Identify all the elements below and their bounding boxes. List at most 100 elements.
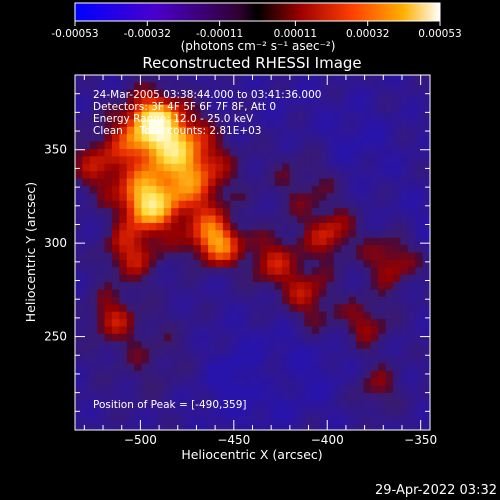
- image-pixel: [178, 415, 187, 424]
- image-pixel: [378, 178, 387, 187]
- image-pixel: [208, 400, 216, 409]
- image-pixel: [222, 148, 231, 157]
- image-pixel: [378, 185, 387, 194]
- image-pixel: [378, 215, 387, 224]
- image-pixel: [119, 193, 128, 202]
- image-pixel: [311, 119, 320, 128]
- image-pixel: [311, 222, 320, 231]
- image-pixel: [75, 148, 83, 157]
- image-pixel: [148, 348, 157, 357]
- image-pixel: [97, 89, 105, 98]
- image-pixel: [356, 378, 364, 387]
- image-pixel: [97, 193, 105, 202]
- image-pixel: [333, 326, 342, 335]
- image-pixel: [148, 289, 157, 298]
- image-pixel: [304, 407, 313, 416]
- image-pixel: [75, 282, 83, 290]
- image-pixel: [333, 185, 342, 194]
- image-pixel: [185, 82, 194, 91]
- image-pixel: [193, 82, 202, 91]
- image-pixel: [267, 415, 276, 424]
- image-pixel: [119, 289, 128, 298]
- image-pixel: [333, 222, 342, 231]
- image-pixel: [185, 252, 194, 261]
- image-pixel: [356, 215, 364, 224]
- image-pixel: [193, 289, 202, 298]
- image-pixel: [400, 393, 409, 401]
- image-pixel: [171, 289, 179, 298]
- image-pixel: [356, 97, 364, 105]
- image-pixel: [378, 393, 387, 401]
- image-pixel: [267, 393, 276, 401]
- image-pixel: [370, 215, 379, 224]
- image-pixel: [296, 333, 305, 342]
- image-pixel: [252, 422, 261, 430]
- image-pixel: [304, 97, 313, 105]
- image-pixel: [200, 171, 209, 179]
- image-pixel: [356, 393, 364, 401]
- image-pixel: [356, 89, 364, 98]
- image-pixel: [208, 126, 216, 135]
- image-pixel: [134, 326, 142, 335]
- image-pixel: [215, 119, 224, 128]
- image-pixel: [245, 259, 253, 268]
- image-pixel: [111, 185, 120, 194]
- image-pixel: [215, 222, 224, 231]
- image-pixel: [393, 126, 401, 135]
- image-pixel: [393, 156, 401, 165]
- image-pixel: [104, 363, 113, 372]
- image-pixel: [82, 282, 91, 290]
- image-pixel: [237, 252, 246, 261]
- image-pixel: [370, 378, 379, 387]
- image-pixel: [119, 75, 128, 83]
- image-pixel: [326, 237, 335, 246]
- image-pixel: [163, 126, 172, 135]
- image-pixel: [193, 245, 202, 253]
- image-pixel: [163, 193, 172, 202]
- image-pixel: [163, 422, 172, 430]
- image-pixel: [134, 356, 142, 364]
- image-pixel: [333, 274, 342, 283]
- image-pixel: [75, 393, 83, 401]
- image-pixel: [393, 348, 401, 357]
- image-pixel: [348, 111, 357, 120]
- image-pixel: [148, 415, 157, 424]
- image-pixel: [178, 400, 187, 409]
- image-pixel: [289, 208, 298, 216]
- image-pixel: [304, 333, 313, 342]
- image-pixel: [415, 400, 424, 409]
- image-pixel: [89, 200, 98, 209]
- image-pixel: [311, 171, 320, 179]
- image-pixel: [200, 393, 209, 401]
- image-pixel: [171, 89, 179, 98]
- image-pixel: [274, 75, 283, 83]
- image-pixel: [296, 163, 305, 172]
- image-pixel: [208, 407, 216, 416]
- image-pixel: [163, 148, 172, 157]
- image-pixel: [230, 119, 239, 128]
- image-pixel: [393, 141, 401, 150]
- image-pixel: [222, 208, 231, 216]
- image-pixel: [126, 148, 135, 157]
- image-pixel: [304, 111, 313, 120]
- image-pixel: [89, 333, 98, 342]
- image-pixel: [134, 97, 142, 105]
- image-pixel: [289, 274, 298, 283]
- image-pixel: [296, 148, 305, 157]
- image-pixel: [230, 193, 239, 202]
- image-pixel: [296, 111, 305, 120]
- image-pixel: [208, 97, 216, 105]
- image-pixel: [163, 348, 172, 357]
- image-pixel: [267, 259, 276, 268]
- image-pixel: [274, 407, 283, 416]
- image-pixel: [333, 215, 342, 224]
- image-pixel: [326, 267, 335, 276]
- image-pixel: [259, 178, 268, 187]
- image-pixel: [208, 348, 216, 357]
- image-pixel: [222, 82, 231, 91]
- image-pixel: [304, 415, 313, 424]
- image-pixel: [119, 119, 128, 128]
- image-pixel: [200, 267, 209, 276]
- image-pixel: [289, 222, 298, 231]
- image-pixel: [400, 415, 409, 424]
